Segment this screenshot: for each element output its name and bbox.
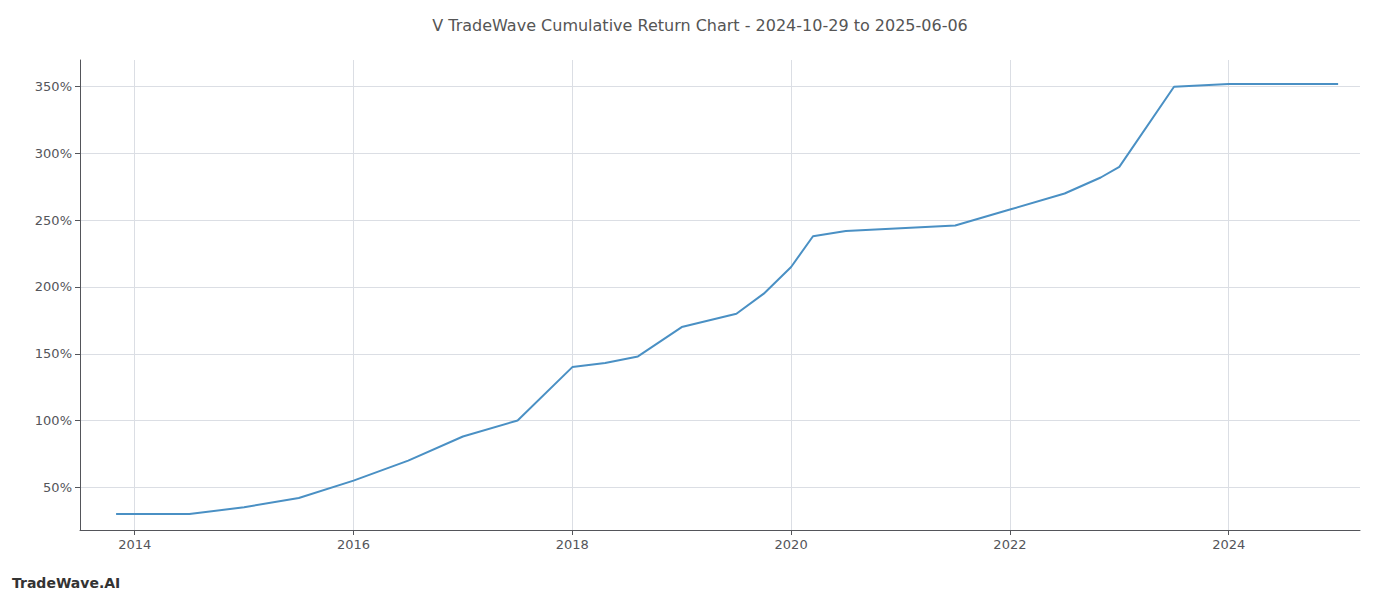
- svg-text:50%: 50%: [43, 480, 72, 495]
- svg-text:2022: 2022: [993, 537, 1026, 552]
- svg-text:350%: 350%: [35, 79, 72, 94]
- svg-text:100%: 100%: [35, 413, 72, 428]
- svg-text:2014: 2014: [118, 537, 151, 552]
- svg-text:250%: 250%: [35, 213, 72, 228]
- svg-text:V TradeWave Cumulative Return: V TradeWave Cumulative Return Chart - 20…: [432, 16, 968, 35]
- svg-text:300%: 300%: [35, 146, 72, 161]
- svg-text:200%: 200%: [35, 279, 72, 294]
- svg-text:2016: 2016: [337, 537, 370, 552]
- svg-text:150%: 150%: [35, 346, 72, 361]
- svg-text:TradeWave.AI: TradeWave.AI: [12, 575, 120, 591]
- svg-text:2024: 2024: [1212, 537, 1245, 552]
- svg-text:2018: 2018: [556, 537, 589, 552]
- svg-text:2020: 2020: [775, 537, 808, 552]
